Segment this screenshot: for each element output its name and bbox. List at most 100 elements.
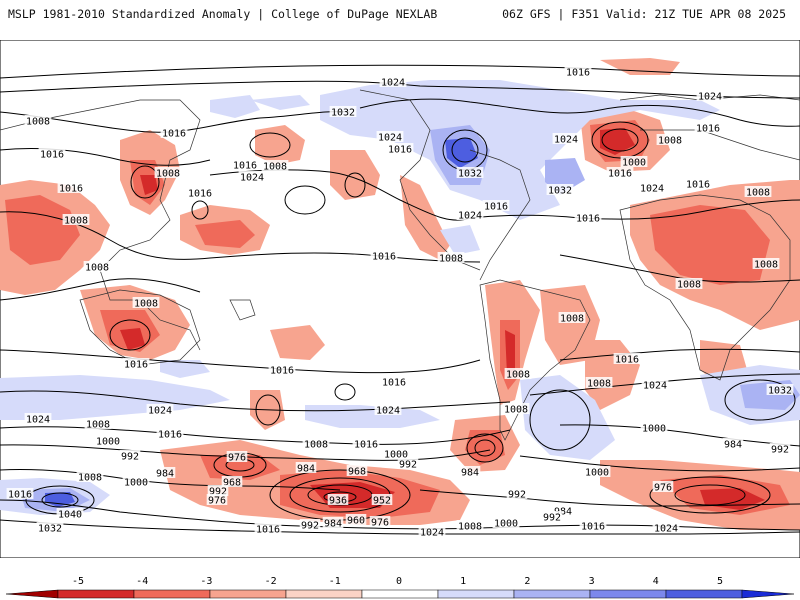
isobar-label-bg bbox=[346, 465, 368, 476]
isobar-label-bg bbox=[541, 511, 563, 522]
isobar-label: 1016 bbox=[382, 378, 406, 389]
colorbar-tick-label: 2 bbox=[524, 576, 530, 587]
isobar-label: 1016 bbox=[124, 360, 148, 371]
isobar-label-bg bbox=[299, 519, 321, 530]
isobar-label-bg bbox=[186, 187, 214, 198]
isobar-label: 1008 bbox=[85, 263, 109, 274]
header: MSLP 1981-2010 Standardized Anomaly | Co… bbox=[0, 0, 800, 34]
isobar-label-bg bbox=[327, 494, 349, 505]
isobar-label: 1024 bbox=[458, 211, 482, 222]
isobar-label-bg bbox=[83, 261, 111, 272]
isobar-label-bg bbox=[652, 481, 674, 492]
isobar-label: 984 bbox=[324, 519, 342, 530]
isobar-label: 1008 bbox=[504, 405, 528, 416]
isobar-label-bg bbox=[504, 368, 532, 379]
isobar-label: 1000 bbox=[494, 519, 518, 530]
colorbar-ticks: -5 -4 -3 -2 -1 0 1 2 3 4 5 bbox=[72, 576, 723, 587]
colorbar-tick-label: -1 bbox=[329, 576, 341, 587]
colorbar-tick-label: 4 bbox=[653, 576, 659, 587]
isobar-label-bg bbox=[613, 353, 641, 364]
isobar-label: 1016 bbox=[188, 189, 212, 200]
isobar-label-bg bbox=[606, 167, 634, 178]
isobar-label: 1016 bbox=[576, 214, 600, 225]
isobar-label: 1008 bbox=[587, 379, 611, 390]
isobar-label: 1016 bbox=[372, 252, 396, 263]
isobar-label: 1016 bbox=[608, 169, 632, 180]
isobar-label: 1008 bbox=[754, 260, 778, 271]
colorbar-cell bbox=[665, 589, 743, 599]
isobar-label: 1008 bbox=[439, 254, 463, 265]
isobar-label: 1000 bbox=[96, 437, 120, 448]
isobar-label: 1008 bbox=[677, 280, 701, 291]
isobar-label: 1016 bbox=[696, 124, 720, 135]
isobar-label: 1024 bbox=[148, 406, 172, 417]
isobar-label-bg bbox=[132, 297, 160, 308]
isobar-label-bg bbox=[641, 379, 669, 390]
isobar-label: 992 bbox=[508, 490, 526, 501]
isobar-label-bg bbox=[231, 159, 259, 170]
isobar-label-bg bbox=[119, 450, 141, 461]
colorbar-tick-label: 0 bbox=[396, 576, 402, 587]
isobar-label: 1016 bbox=[233, 161, 257, 172]
isobar-label-bg bbox=[369, 516, 391, 527]
colorbar-tick-label: -5 bbox=[72, 576, 84, 587]
isobar-label: 1000 bbox=[384, 450, 408, 461]
isobar-label: 960 bbox=[347, 516, 365, 527]
colorbar: -5 -4 -3 -2 -1 0 1 2 3 4 5 bbox=[5, 576, 795, 599]
isobar-label: 1000 bbox=[585, 468, 609, 479]
colorbar-cell bbox=[133, 589, 211, 599]
isobar-label-bg bbox=[322, 517, 344, 528]
isobar-label: 1016 bbox=[162, 129, 186, 140]
colorbar-tick-label: 3 bbox=[589, 576, 595, 587]
isobar-label: 1008 bbox=[86, 420, 110, 431]
isobar-label-bg bbox=[154, 167, 182, 178]
colorbar-cell bbox=[589, 589, 667, 599]
isobar-label-bg bbox=[722, 438, 744, 449]
isobar-label-bg bbox=[370, 250, 398, 261]
isobar-label: 976 bbox=[228, 453, 246, 464]
colorbar-cells bbox=[5, 589, 795, 599]
isobar-label-bg bbox=[302, 438, 330, 449]
isobar-label-bg bbox=[376, 131, 404, 142]
isobar-label-bg bbox=[552, 505, 574, 516]
isobar-label-bg bbox=[62, 214, 90, 225]
isobar-label-bg bbox=[456, 520, 484, 531]
isobar-label-bg bbox=[254, 523, 282, 534]
isobar-label-bg bbox=[675, 278, 703, 289]
isobar-label-bg bbox=[552, 133, 580, 144]
isobar-label: 1032 bbox=[38, 524, 62, 535]
isobar-label: 1024 bbox=[554, 135, 578, 146]
isobar-label-bg bbox=[579, 520, 607, 531]
isobar-label: 992 bbox=[771, 445, 789, 456]
isobar-label: 992 bbox=[301, 521, 319, 532]
isobar-label-bg bbox=[206, 494, 228, 505]
isobar-label: 952 bbox=[373, 496, 391, 507]
isobar-label: 1024 bbox=[654, 524, 678, 535]
isobar-label-bg bbox=[492, 517, 520, 528]
isobar-label-bg bbox=[374, 404, 402, 415]
isobar-label-bg bbox=[122, 358, 150, 369]
colorbar-cell bbox=[5, 589, 59, 599]
isobar-label: 976 bbox=[371, 518, 389, 529]
isobar-label: 1008 bbox=[506, 370, 530, 381]
isobar-label-bg bbox=[652, 522, 680, 533]
isobar-label-bg bbox=[638, 182, 666, 193]
isobar-label: 1008 bbox=[26, 117, 50, 128]
isobar-label-bg bbox=[459, 466, 481, 477]
isobar-label-bg bbox=[744, 186, 772, 197]
isobar-label-bg bbox=[156, 428, 184, 439]
isobar-label-bg bbox=[24, 115, 52, 126]
isobar-label-bg bbox=[558, 312, 586, 323]
isobar-label-bg bbox=[769, 443, 791, 454]
isobar-label: 1008 bbox=[156, 169, 180, 180]
isobar-label-bg bbox=[371, 494, 393, 505]
isobar-label-bg bbox=[437, 252, 465, 263]
isobar-label-bg bbox=[684, 178, 712, 189]
isobar-label-bg bbox=[620, 156, 648, 167]
isobar-label: 1000 bbox=[622, 158, 646, 169]
world-anomaly-map: 1016 1024 1024 1032 1008 1024 1016 1016 1016 1008… bbox=[0, 40, 800, 558]
colorbar-tick-label: 1 bbox=[460, 576, 466, 587]
isobar-label: 1008 bbox=[458, 522, 482, 533]
isobar-label-bg bbox=[6, 488, 34, 499]
isobar-label: 976 bbox=[654, 483, 672, 494]
